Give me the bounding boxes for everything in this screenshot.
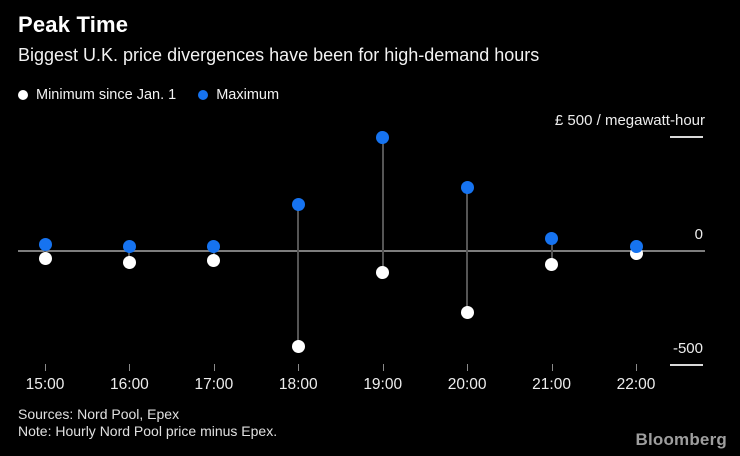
data-point-maximum bbox=[629, 239, 643, 253]
data-point-minimum bbox=[291, 340, 305, 354]
connector-line bbox=[44, 244, 46, 259]
x-axis-tick bbox=[467, 364, 469, 371]
legend-label-minimum: Minimum since Jan. 1 bbox=[36, 87, 177, 103]
connector-line bbox=[550, 238, 553, 265]
bloomberg-logo: Bloomberg bbox=[635, 430, 727, 449]
connector-line bbox=[128, 246, 131, 263]
x-axis-label: 22:00 bbox=[616, 376, 656, 393]
x-axis-label: 16:00 bbox=[110, 376, 149, 393]
data-point-minimum bbox=[460, 306, 474, 320]
x-axis-label: 20:00 bbox=[447, 376, 487, 393]
data-point-maximum bbox=[545, 231, 559, 245]
x-axis-tick bbox=[213, 364, 215, 371]
legend-item-minimum: Minimum since Jan. 1 bbox=[18, 87, 176, 103]
connector-line bbox=[297, 204, 300, 347]
y-axis-top-label: £ 500 / megawatt-hour bbox=[554, 112, 705, 129]
x-axis-tick bbox=[551, 364, 553, 371]
y-axis-top-tick bbox=[670, 136, 703, 138]
data-point-maximum bbox=[460, 180, 474, 194]
legend: Minimum since Jan. 1 Maximum bbox=[18, 87, 279, 103]
data-point-minimum bbox=[376, 266, 390, 280]
x-axis-label: 17:00 bbox=[194, 376, 234, 393]
note-text: Note: Hourly Nord Pool price minus Epex. bbox=[18, 423, 278, 439]
data-point-minimum bbox=[38, 252, 52, 266]
data-point-maximum bbox=[376, 130, 390, 144]
x-axis-tick bbox=[129, 364, 131, 371]
minimum-dot-icon bbox=[18, 90, 28, 100]
x-axis-tick bbox=[636, 364, 637, 371]
y-axis-zero-label: 0 bbox=[694, 226, 703, 243]
legend-label-maximum: Maximum bbox=[216, 87, 280, 103]
chart-title: Peak Time bbox=[18, 12, 129, 37]
legend-item-maximum: Maximum bbox=[198, 87, 279, 103]
x-axis-tick bbox=[45, 364, 46, 371]
chart-subtitle: Biggest U.K. price divergences have been… bbox=[18, 45, 540, 65]
y-axis-bottom-tick bbox=[670, 364, 703, 366]
zero-baseline bbox=[18, 250, 705, 252]
data-point-maximum bbox=[38, 237, 52, 251]
sources-text: Sources: Nord Pool, Epex bbox=[18, 406, 180, 422]
connector-line bbox=[466, 187, 469, 313]
data-point-minimum bbox=[545, 258, 559, 272]
x-axis-tick bbox=[298, 364, 300, 371]
connector-line bbox=[212, 246, 215, 261]
x-axis-label: 19:00 bbox=[363, 376, 403, 393]
data-point-minimum bbox=[207, 253, 221, 267]
data-point-maximum bbox=[122, 239, 136, 253]
maximum-dot-icon bbox=[198, 90, 209, 100]
y-axis-bottom-label: -500 bbox=[672, 340, 703, 357]
data-point-minimum bbox=[122, 255, 136, 269]
x-axis-label: 21:00 bbox=[532, 376, 571, 393]
data-point-maximum bbox=[207, 239, 221, 253]
data-point-maximum bbox=[291, 197, 305, 211]
x-axis-label: 15:00 bbox=[25, 376, 65, 393]
x-axis-label: 18:00 bbox=[278, 376, 318, 393]
connector-line bbox=[381, 137, 384, 273]
x-axis-tick bbox=[382, 364, 384, 371]
